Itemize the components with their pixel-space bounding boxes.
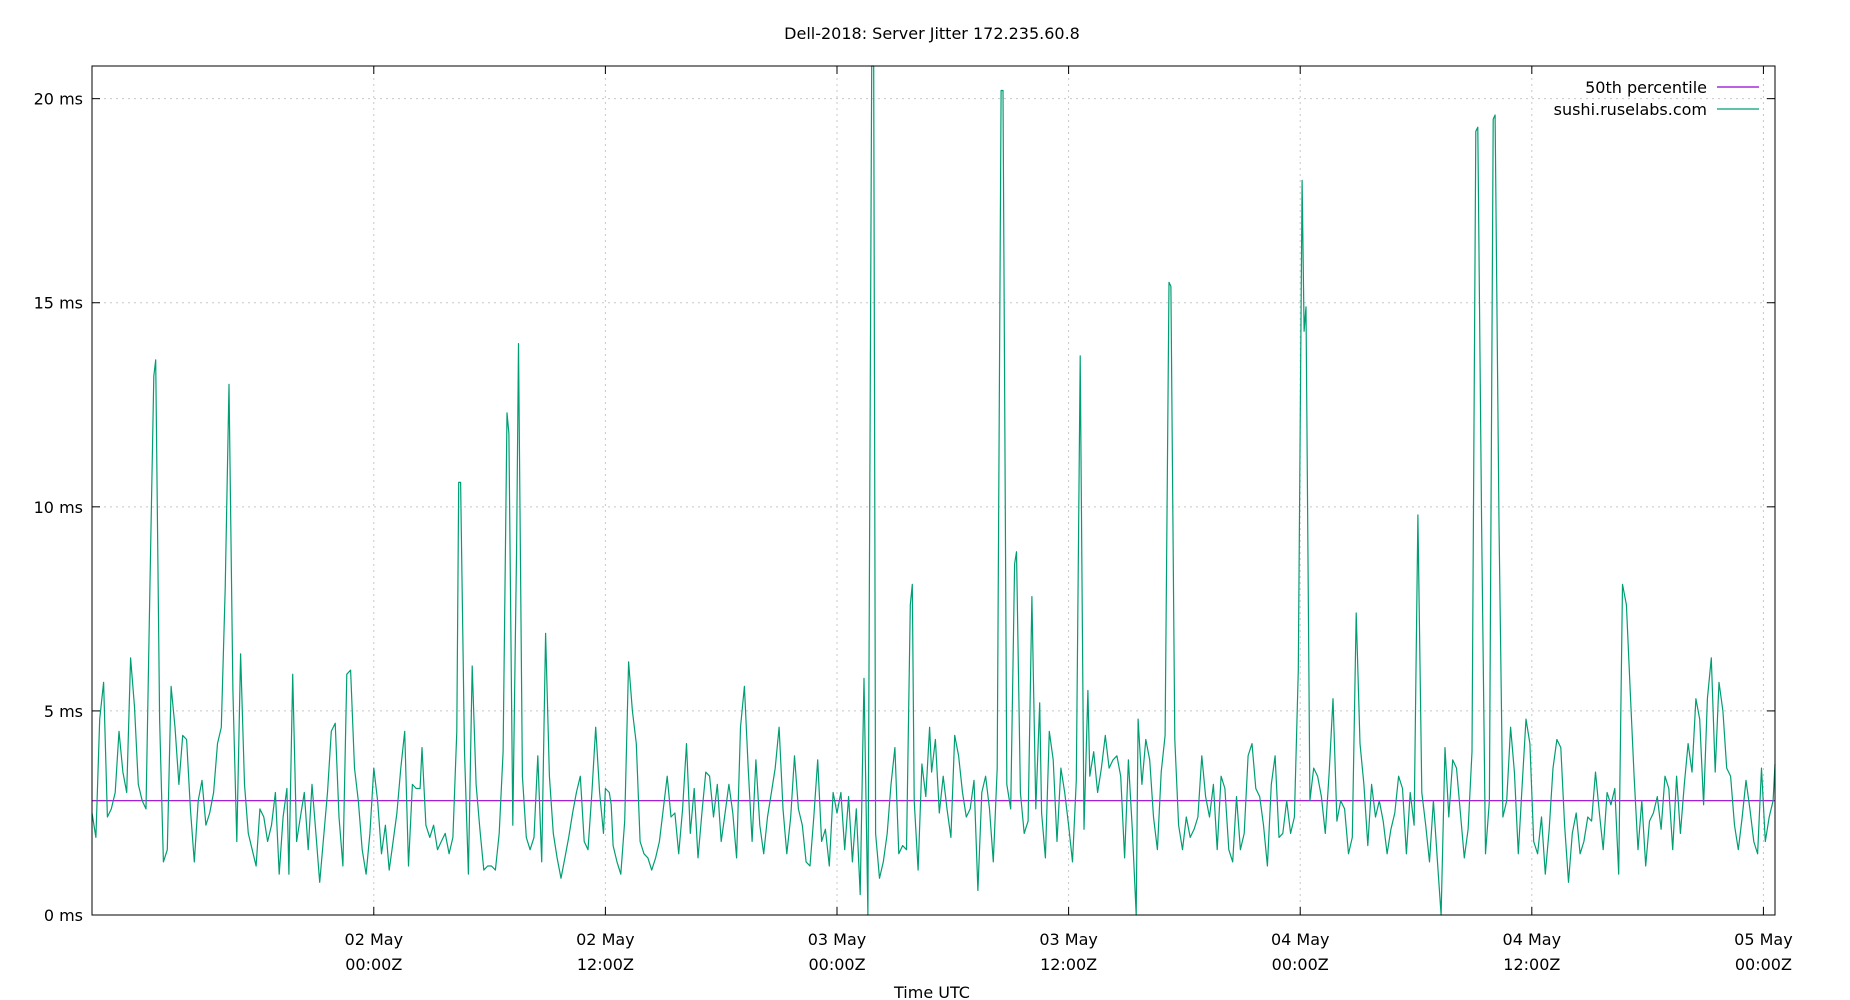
y-tick-label: 5 ms (44, 702, 83, 721)
x-axis-label: Time UTC (893, 983, 970, 1000)
legend-label: sushi.ruselabs.com (1554, 100, 1707, 119)
x-tick-label-date: 03 May (1039, 930, 1098, 949)
series-layer (91, 65, 1776, 916)
legend: 50th percentile sushi.ruselabs.com (1554, 78, 1759, 119)
x-tick-label-time: 00:00Z (345, 955, 402, 974)
x-tick-label-date: 04 May (1503, 930, 1562, 949)
x-tick-label-date: 04 May (1271, 930, 1330, 949)
plot-frame (91, 65, 1776, 916)
x-tick-label-date: 02 May (345, 930, 404, 949)
x-tick-label-date: 03 May (808, 930, 867, 949)
x-tick-label-date: 05 May (1734, 930, 1793, 949)
y-tick-label: 10 ms (34, 498, 83, 517)
x-tick-label-date: 02 May (576, 930, 635, 949)
x-tick-label-time: 12:00Z (577, 955, 634, 974)
y-tick-label: 0 ms (44, 906, 83, 925)
y-tick-label: 15 ms (34, 294, 83, 313)
y-tick-label: 20 ms (34, 90, 83, 109)
axis-ticks: 0 ms 5 ms 10 ms 15 ms 20 ms 02 May 00:00Z 02 Ma… (34, 66, 1793, 974)
x-tick-label-time: 12:00Z (1040, 955, 1097, 974)
series-line-sushi-ruselabs (91, 65, 1776, 916)
legend-label: 50th percentile (1585, 78, 1707, 97)
grid-lines (92, 66, 1775, 915)
x-tick-label-time: 12:00Z (1503, 955, 1560, 974)
x-tick-label-time: 00:00Z (1735, 955, 1792, 974)
x-tick-label-time: 00:00Z (808, 955, 865, 974)
x-tick-label-time: 00:00Z (1272, 955, 1329, 974)
chart-title: Dell-2018: Server Jitter 172.235.60.8 (784, 24, 1080, 43)
